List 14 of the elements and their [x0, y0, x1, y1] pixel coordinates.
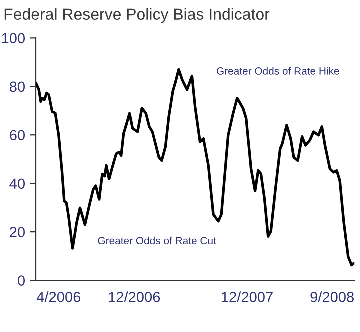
y-tick-label: 100: [2, 33, 26, 44]
x-tick-label: 12/2007: [222, 292, 273, 302]
annotation: Greater Odds of Rate Cut: [98, 236, 216, 245]
x-tick-label: 12/2006: [109, 292, 160, 302]
y-tick-label: 20: [10, 227, 26, 238]
annotation: Greater Odds of Rate Hike: [217, 67, 340, 75]
y-tick-label: 60: [10, 130, 26, 141]
y-tick-label: 80: [10, 82, 26, 92]
x-tick-label: 4/2006: [36, 292, 81, 302]
chart-title: Federal Reserve Policy Bias Indicator: [4, 8, 270, 24]
line-series: [36, 68, 355, 267]
x-tick-label: 9/2008: [310, 292, 354, 302]
y-tick-label: 0: [18, 276, 26, 286]
y-tick-label: 40: [10, 178, 26, 190]
